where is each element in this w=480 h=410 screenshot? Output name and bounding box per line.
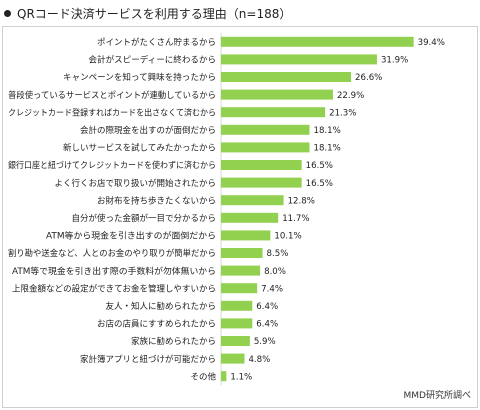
- chart-frame: ポイントがたくさん貯まるから 39.4% 会計がスピーディーに終わるから 31.9% キ…: [2, 26, 478, 408]
- bar: [221, 54, 377, 65]
- bar: [221, 265, 261, 276]
- bar: [221, 230, 271, 241]
- category-label: 会計がスピーディーに終わるから: [89, 54, 217, 66]
- category-label: 会計の際現金を出すのが面倒だから: [80, 124, 216, 136]
- data-label: 18.1%: [313, 144, 340, 154]
- bar-chart: ポイントがたくさん貯まるから 39.4% 会計がスピーディーに終わるから 31.9% キ…: [8, 33, 445, 385]
- bar: [221, 124, 310, 135]
- bar: [221, 195, 284, 206]
- bar: [221, 353, 245, 364]
- data-label: 5.9%: [254, 337, 276, 347]
- data-label: 7.4%: [261, 284, 283, 294]
- data-label: 6.4%: [256, 302, 278, 312]
- category-label: ATM等で現金を引き出す際の手数料が勿体無いから: [12, 265, 216, 277]
- bar: [221, 142, 310, 153]
- data-label: 26.6%: [355, 73, 382, 83]
- data-label: 18.1%: [313, 126, 340, 136]
- category-label: 新しいサービスを試してみたかったから: [63, 142, 216, 154]
- category-label: 普段使っているサービスとポイントが連動しているから: [8, 89, 216, 101]
- data-label: 31.9%: [381, 56, 408, 66]
- category-label: 友人・知人に勧められたから: [106, 300, 217, 312]
- data-label: 16.5%: [306, 179, 333, 189]
- data-label: 12.8%: [288, 196, 315, 206]
- category-label: ポイントがたくさん貯まるから: [97, 36, 216, 48]
- bar: [221, 318, 253, 329]
- bar: [221, 89, 333, 100]
- bullet-icon: [4, 9, 11, 17]
- bar: [221, 107, 326, 118]
- data-label: 11.7%: [282, 214, 309, 224]
- bar: [221, 283, 258, 294]
- data-label: 10.1%: [274, 232, 301, 242]
- category-label: 家族に勧められたから: [131, 335, 216, 347]
- category-label: キャンペーンを知って興味を持ったから: [63, 71, 216, 83]
- chart-title: QRコード決済サービスを利用する理由（n=188）: [17, 6, 292, 21]
- data-label: 6.4%: [256, 320, 278, 330]
- category-label: 上限金額などの設定ができてお金を管理しやすいから: [12, 282, 216, 294]
- data-label: 22.9%: [337, 91, 364, 101]
- category-label: クレジットカード登録すればカードを出さなくて済むから: [8, 106, 216, 118]
- data-label: 1.1%: [230, 372, 252, 382]
- category-label: 銀行口座と紐づけてクレジットカードを使わずに済むから: [8, 159, 216, 171]
- bar: [221, 248, 263, 258]
- data-label: 8.0%: [264, 267, 286, 277]
- bar: [221, 371, 227, 382]
- category-label: 家計簿アプリと紐づけが可能だから: [80, 353, 216, 365]
- category-label: ATM等から現金を引き出すのが面倒だから: [46, 230, 216, 242]
- category-label: お財布を持ち歩きたくないから: [97, 194, 216, 206]
- category-label: その他: [191, 370, 217, 382]
- bar: [221, 177, 302, 188]
- bar: [221, 336, 250, 346]
- chart-title-row: QRコード決済サービスを利用する理由（n=188）: [4, 4, 291, 22]
- category-label: 自分が使った金額が一目で分かるから: [72, 212, 217, 224]
- category-label: よく行くお店で取り扱いが開始されたから: [55, 177, 217, 189]
- category-label: 割り勘や送金など、人とのお金のやり取りが簡単だから: [8, 247, 216, 259]
- source-note: MMD研究所調べ: [403, 391, 471, 401]
- data-label: 39.4%: [418, 38, 445, 48]
- data-label: 4.8%: [248, 355, 270, 365]
- bar: [221, 300, 253, 311]
- bar: [221, 212, 279, 223]
- data-label: 8.5%: [267, 249, 289, 259]
- bar: [221, 36, 414, 47]
- bar: [221, 160, 302, 170]
- bar: [221, 72, 352, 82]
- category-label: お店の店員にすすめられたから: [97, 318, 216, 330]
- data-label: 21.3%: [329, 108, 356, 118]
- data-label: 16.5%: [306, 161, 333, 171]
